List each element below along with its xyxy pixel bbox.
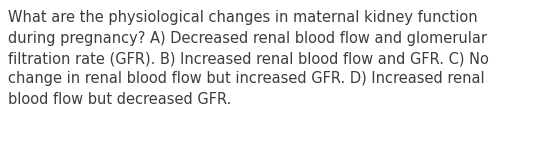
- Text: What are the physiological changes in maternal kidney function
during pregnancy?: What are the physiological changes in ma…: [8, 10, 489, 107]
